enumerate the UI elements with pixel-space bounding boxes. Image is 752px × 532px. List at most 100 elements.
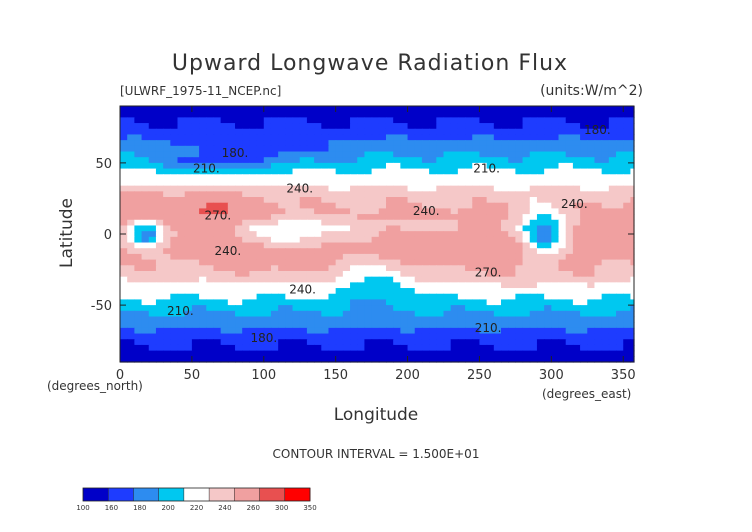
heatmap-cell <box>457 327 466 335</box>
heatmap-cell <box>508 191 516 198</box>
heatmap-cell <box>443 174 452 181</box>
heatmap-cell <box>393 259 401 266</box>
heatmap-cell <box>378 316 387 323</box>
heatmap-cell <box>407 242 416 249</box>
heatmap-cell <box>393 305 401 312</box>
heatmap-cell <box>536 231 545 238</box>
heatmap-cell <box>141 157 150 164</box>
heatmap-cell <box>184 145 193 153</box>
heatmap-cell <box>335 128 344 136</box>
heatmap-cell <box>199 202 207 209</box>
heatmap-cell <box>184 282 193 289</box>
heatmap-cell <box>220 344 229 352</box>
heatmap-cell <box>414 356 423 363</box>
heatmap-cell <box>472 214 481 221</box>
heatmap-cell <box>529 202 538 209</box>
heatmap-cell <box>242 123 250 130</box>
heatmap-cell <box>184 134 193 141</box>
heatmap-cell <box>529 185 538 192</box>
heatmap-cell <box>278 174 286 181</box>
heatmap-cell <box>457 151 466 158</box>
heatmap-cell <box>148 179 157 187</box>
heatmap-cell <box>306 333 315 340</box>
heatmap-cell <box>616 151 624 158</box>
heatmap-cell <box>170 299 179 306</box>
heatmap-cell <box>414 327 423 335</box>
heatmap-cell <box>278 106 286 113</box>
heatmap-cell <box>285 253 294 261</box>
heatmap-cell <box>616 174 624 181</box>
heatmap-cell <box>580 305 588 312</box>
heatmap-cell <box>335 157 344 164</box>
heatmap-cell <box>134 344 143 352</box>
heatmap-cell <box>465 117 473 124</box>
heatmap-cell <box>558 111 567 118</box>
heatmap-cell <box>256 333 265 340</box>
heatmap-cell <box>443 128 452 136</box>
heatmap-cell <box>314 117 322 124</box>
heatmap-cell <box>278 128 286 136</box>
heatmap-cell <box>155 288 164 295</box>
heatmap-cell <box>572 191 581 198</box>
heatmap-cell <box>371 214 380 221</box>
heatmap-cell <box>565 259 574 266</box>
heatmap-cell <box>227 123 236 130</box>
heatmap-cell <box>572 117 581 124</box>
heatmap-cell <box>342 231 351 238</box>
heatmap-cell <box>572 134 581 141</box>
heatmap-cell <box>364 185 373 192</box>
heatmap-cell <box>256 248 265 255</box>
heatmap-cell <box>529 157 538 164</box>
heatmap-cell <box>601 344 610 352</box>
heatmap-cell <box>479 288 488 295</box>
heatmap-cell <box>565 140 574 147</box>
heatmap-cell <box>141 236 150 244</box>
heatmap-cell <box>551 111 560 118</box>
heatmap-cell <box>558 168 567 175</box>
heatmap-cell <box>177 174 186 181</box>
heatmap-cell <box>314 157 322 164</box>
heatmap-cell <box>184 231 193 238</box>
heatmap-cell <box>378 333 387 340</box>
heatmap-cell <box>220 162 229 170</box>
heatmap-cell <box>529 288 538 295</box>
heatmap-cell <box>400 106 409 113</box>
heatmap-cell <box>529 151 538 158</box>
heatmap-cell <box>529 225 538 232</box>
heatmap-cell <box>508 310 516 318</box>
heatmap-cell <box>357 356 366 363</box>
heatmap-cell <box>270 208 279 215</box>
heatmap-cell <box>544 344 552 352</box>
heatmap-cell <box>522 134 531 141</box>
heatmap-cell <box>357 288 366 295</box>
heatmap-cell <box>335 208 344 215</box>
heatmap-cell <box>299 248 308 255</box>
heatmap-cell <box>565 288 574 295</box>
heatmap-cell <box>127 305 135 312</box>
heatmap-cell <box>616 316 624 323</box>
heatmap-cell <box>163 316 171 323</box>
heatmap-cell <box>155 310 164 318</box>
heatmap-cell <box>163 179 171 187</box>
heatmap-cell <box>120 322 128 329</box>
heatmap-cell <box>580 128 588 136</box>
heatmap-cell <box>429 174 437 181</box>
heatmap-cell <box>623 316 632 323</box>
heatmap-cell <box>270 242 279 249</box>
heatmap-cell <box>587 259 596 266</box>
heatmap-cell <box>493 270 502 278</box>
heatmap-cell <box>134 248 143 255</box>
heatmap-cell <box>572 265 581 272</box>
heatmap-cell <box>292 225 301 232</box>
heatmap-cell <box>191 231 200 238</box>
heatmap-cell <box>450 288 459 295</box>
heatmap-cell <box>501 242 509 249</box>
heatmap-cell <box>508 179 516 187</box>
heatmap-cell <box>580 333 588 340</box>
heatmap-cell <box>163 248 171 255</box>
heatmap-cell <box>177 214 186 221</box>
heatmap-cell <box>558 339 567 346</box>
heatmap-cell <box>227 253 236 261</box>
heatmap-cell <box>206 231 215 238</box>
heatmap-cell <box>292 316 301 323</box>
